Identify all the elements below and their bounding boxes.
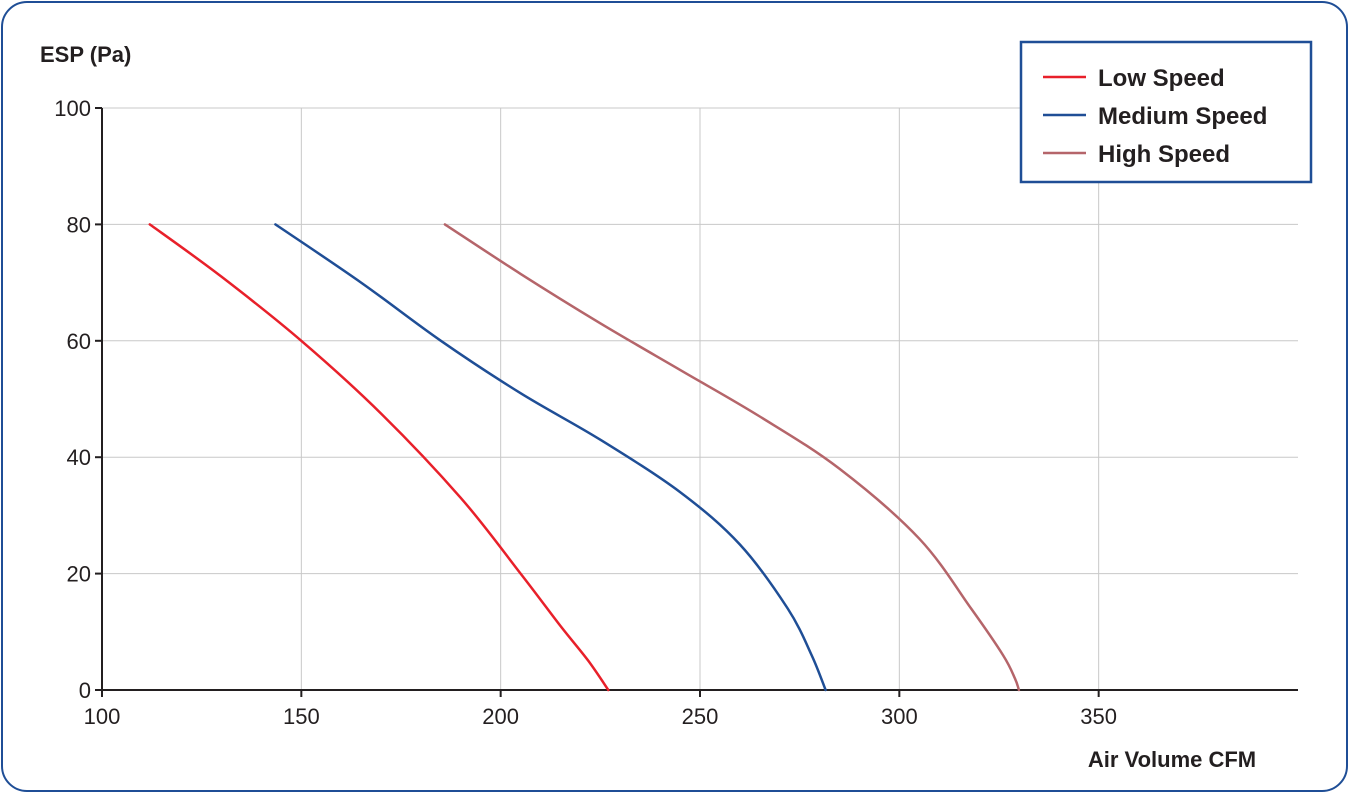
tick-labels: 100 150 200 250 300 350 0 20 40 60 80 100 xyxy=(54,96,1117,729)
series-line-high-speed xyxy=(443,223,1021,692)
series-line-medium-speed xyxy=(274,223,827,692)
y-tick-label: 60 xyxy=(67,329,91,354)
legend-label-high-speed: High Speed xyxy=(1098,141,1230,168)
y-tick-label: 40 xyxy=(67,445,91,470)
x-tick-label: 150 xyxy=(283,704,320,729)
x-tick-label: 300 xyxy=(881,704,918,729)
x-tick-label: 250 xyxy=(682,704,719,729)
legend-box xyxy=(1019,40,1313,184)
y-tick-label: 100 xyxy=(54,96,91,121)
legend-label-medium-speed: Medium Speed xyxy=(1098,103,1267,130)
x-axis-title: Air Volume CFM xyxy=(1088,747,1256,772)
y-tick-label: 80 xyxy=(67,212,91,237)
legend-label-low-speed: Low Speed xyxy=(1098,65,1225,92)
y-tick-label: 0 xyxy=(79,678,91,703)
x-tick-label: 350 xyxy=(1080,704,1117,729)
grid-lines xyxy=(102,107,1298,690)
series-lines xyxy=(148,223,1021,692)
y-axis-title: ESP (Pa) xyxy=(40,42,131,67)
y-tick-label: 20 xyxy=(67,562,91,587)
x-tick-label: 100 xyxy=(84,704,121,729)
series-line-low-speed xyxy=(148,223,610,692)
legend: Low Speed Medium Speed High Speed xyxy=(1019,40,1313,184)
axes xyxy=(95,107,1298,697)
x-tick-label: 200 xyxy=(482,704,519,729)
